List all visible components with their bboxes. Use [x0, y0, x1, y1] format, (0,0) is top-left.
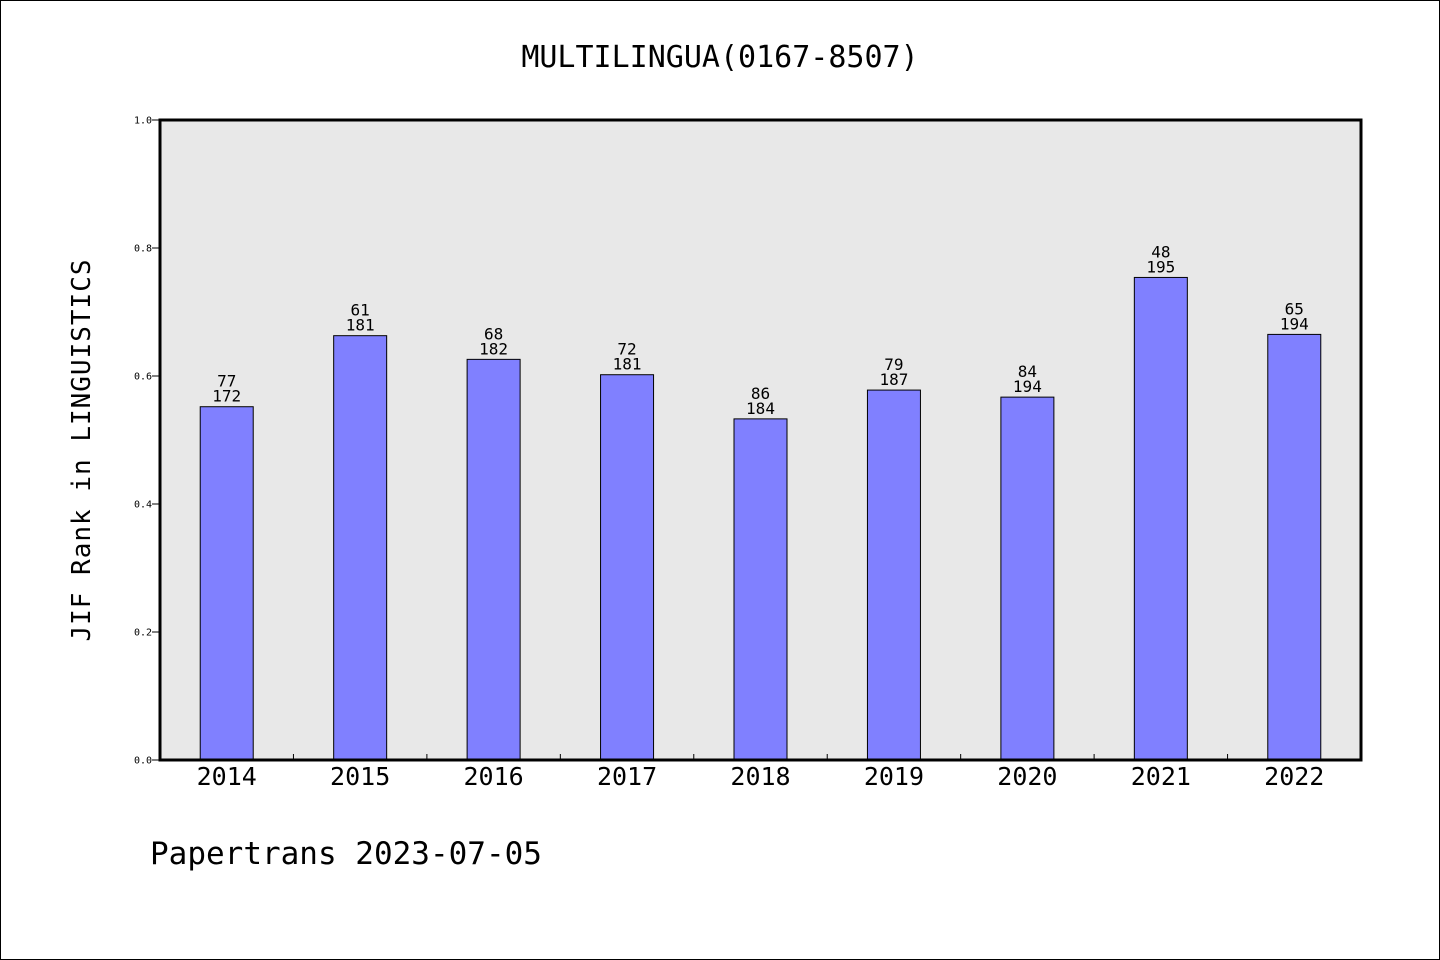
x-tick-label: 2016	[464, 762, 524, 791]
bar-rank-label: 72	[617, 340, 636, 359]
bar-total-label: 195	[1146, 257, 1175, 276]
x-axis-ticks: 2014 2015 2016 2017 2018 2019 2020 2021 2022	[197, 754, 1324, 791]
x-tick-label: 2020	[997, 762, 1057, 791]
x-tick-label: 2015	[330, 762, 390, 791]
bar-total-label: 181	[613, 355, 642, 374]
bar	[199, 406, 254, 761]
y-tick-label: 0.2	[134, 628, 152, 639]
bar	[1000, 396, 1055, 761]
y-tick-label: 0.0	[134, 756, 152, 767]
bar	[466, 358, 521, 761]
y-axis-label: JIF Rank in LINGUISTICS	[67, 258, 97, 641]
y-tick-label: 0.6	[134, 372, 152, 383]
bar-total-label: 187	[879, 370, 908, 389]
footer-text: Papertrans 2023-07-05	[150, 836, 542, 872]
bar	[1133, 276, 1188, 761]
bar-total-label: 172	[212, 387, 241, 406]
bar	[733, 418, 788, 761]
x-tick-label: 2019	[864, 762, 924, 791]
y-tick-label: 0.4	[134, 500, 152, 511]
y-tick-label: 1.0	[134, 116, 152, 127]
bar-rank-label: 48	[1151, 242, 1170, 261]
bar-total-label: 181	[346, 316, 375, 335]
bar-rank-label: 65	[1285, 299, 1304, 318]
bar-total-label: 194	[1013, 377, 1042, 396]
bar-rank-label: 84	[1018, 362, 1037, 381]
bar-rank-label: 68	[484, 324, 503, 343]
bar-total-label: 182	[479, 339, 508, 358]
bar	[600, 374, 655, 761]
x-tick-label: 2018	[730, 762, 790, 791]
y-tick-label: 0.8	[134, 244, 152, 255]
bar-total-label: 194	[1280, 314, 1309, 333]
y-axis-ticks: 0.0 0.2 0.4 0.6 0.8 1.0	[134, 116, 160, 767]
bar-total-label: 184	[746, 399, 775, 418]
x-tick-label: 2014	[197, 762, 257, 791]
bar	[333, 335, 388, 761]
x-tick-label: 2022	[1264, 762, 1324, 791]
bar-rank-label: 86	[751, 384, 770, 403]
bar-rank-label: 79	[884, 355, 903, 374]
chart-title: MULTILINGUA(0167-8507)	[521, 40, 918, 75]
x-tick-label: 2017	[597, 762, 657, 791]
plot-border	[158, 118, 1363, 762]
bar	[866, 389, 921, 761]
bar-rank-label: 61	[351, 301, 370, 320]
x-tick-label: 2021	[1131, 762, 1191, 791]
bar-rank-label: 77	[217, 372, 236, 391]
bar	[1267, 333, 1322, 761]
